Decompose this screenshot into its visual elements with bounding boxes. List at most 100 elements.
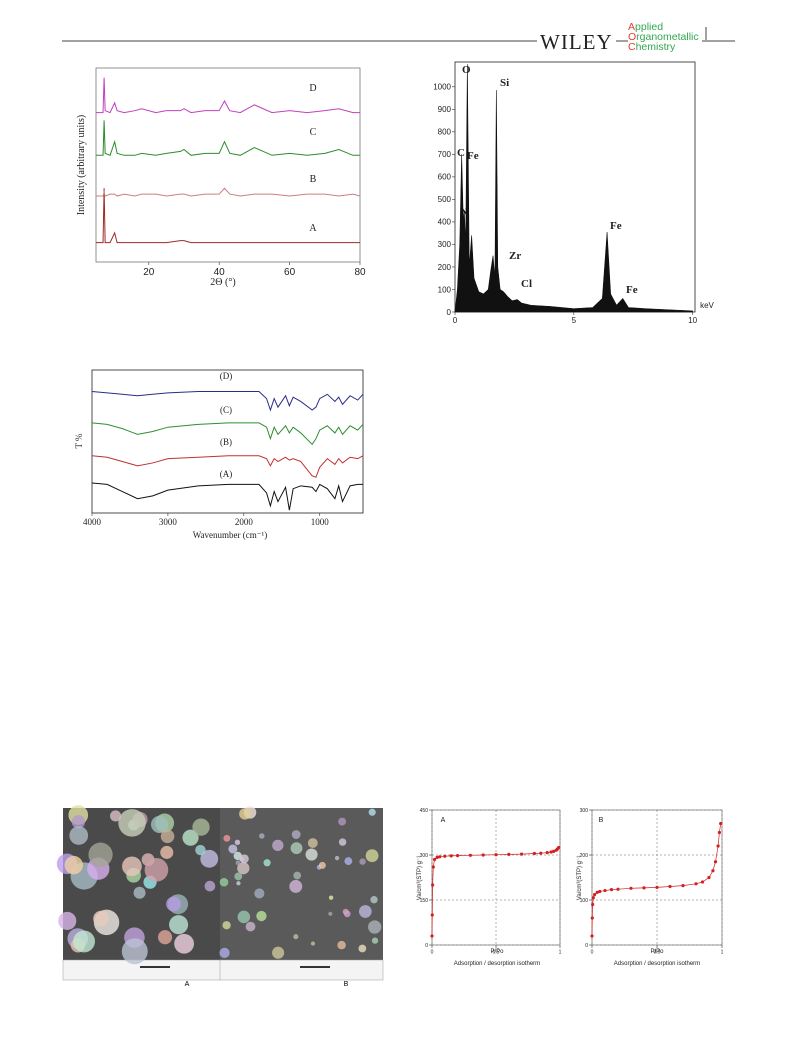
- data-point: [431, 865, 435, 869]
- sem-texture: [368, 808, 376, 816]
- sem-texture: [121, 938, 148, 965]
- peak-label: Fe: [610, 220, 622, 232]
- data-point: [590, 934, 594, 938]
- data-point: [668, 884, 672, 889]
- x-tick-label: 60: [284, 267, 296, 278]
- series-line: [96, 120, 360, 156]
- data-point: [603, 888, 607, 893]
- data-point: [468, 853, 472, 857]
- x-tick-label: 10: [688, 316, 697, 325]
- data-point: [591, 896, 595, 900]
- data-point: [700, 880, 705, 884]
- sem-texture: [222, 921, 231, 930]
- sem-texture: [245, 921, 256, 932]
- sem-texture: [236, 881, 241, 886]
- data-point: [595, 890, 599, 894]
- journal-logo: Applied Organometallic Chemistry: [628, 22, 702, 52]
- sem-texture: [58, 911, 77, 930]
- sem-texture: [293, 871, 302, 880]
- series-label: (B): [220, 437, 232, 447]
- sem-texture: [219, 947, 230, 959]
- sem-texture: [344, 857, 353, 866]
- y-tick-label: 0: [585, 943, 588, 949]
- data-point: [713, 860, 718, 864]
- sem-texture: [234, 839, 241, 845]
- series-line: [91, 455, 364, 478]
- sem-texture: [237, 910, 251, 924]
- journal-word: Chemistry: [628, 41, 676, 53]
- x-tick-label: 4000: [83, 517, 102, 527]
- data-point: [532, 851, 537, 856]
- data-point: [481, 853, 485, 857]
- y-tick-label: 900: [438, 105, 452, 114]
- panel-label: B: [599, 817, 604, 824]
- sem-texture: [254, 888, 265, 899]
- sem-texture: [370, 896, 378, 904]
- y-tick-label: 500: [438, 195, 452, 204]
- peak-label: Cl: [521, 278, 532, 290]
- x-tick-label: 0.5: [493, 950, 500, 956]
- sem-texture: [358, 905, 372, 918]
- sem-texture: [318, 861, 326, 869]
- data-point: [438, 855, 442, 859]
- series-label: C: [310, 127, 317, 138]
- x-tick-label: 40: [214, 267, 226, 278]
- data-point: [449, 854, 453, 858]
- x-axis-label: P/Po: [650, 949, 664, 955]
- sem-texture: [122, 856, 142, 877]
- sem-scale-bar: [140, 966, 170, 968]
- y-axis-label: T %: [74, 433, 84, 449]
- sem-texture: [235, 860, 241, 866]
- sem-texture: [69, 826, 89, 845]
- series-label: (C): [220, 405, 232, 415]
- data-point: [432, 857, 437, 862]
- series-label: (A): [220, 469, 233, 479]
- x-tick-label: 1000: [311, 517, 330, 527]
- series-line: [96, 187, 361, 197]
- sem-texture: [93, 910, 109, 927]
- sem-texture: [307, 838, 318, 848]
- y-tick-label: 200: [438, 263, 452, 272]
- data-point: [539, 851, 543, 855]
- sem-texture: [223, 834, 231, 842]
- series-line: [91, 390, 364, 412]
- data-point: [716, 844, 720, 848]
- data-point: [552, 849, 556, 854]
- series-line: [431, 847, 559, 937]
- x-axis-label: P/Po: [490, 949, 504, 955]
- y-tick-label: 600: [438, 173, 452, 182]
- sem-texture: [338, 817, 347, 826]
- data-point: [719, 821, 723, 826]
- sem-texture: [144, 858, 169, 882]
- sem-texture: [359, 858, 366, 865]
- sem-figure: A B: [56, 805, 384, 988]
- y-tick-label: 0: [425, 943, 428, 949]
- sem-texture: [263, 859, 271, 867]
- y-tick-label: 800: [438, 128, 452, 137]
- sem-texture: [219, 877, 229, 887]
- series-line: [96, 188, 360, 244]
- y-tick-label: 100: [438, 285, 452, 294]
- sem-texture: [150, 815, 169, 834]
- data-point: [711, 869, 715, 873]
- y-axis-label: Va/cm³(STP) g⁻¹: [417, 856, 423, 900]
- caption: Adsorption / desorption isotherm: [454, 961, 540, 967]
- data-point: [443, 854, 447, 858]
- sem-scale-bar: [300, 966, 330, 968]
- data-point: [507, 852, 511, 857]
- data-point: [707, 875, 711, 880]
- sem-texture: [239, 854, 249, 864]
- data-point: [629, 886, 633, 890]
- y-tick-label: 1000: [433, 83, 451, 92]
- sem-texture: [228, 844, 238, 854]
- sem-info-bar: [62, 959, 384, 981]
- sem-texture: [118, 809, 146, 837]
- sem-texture: [169, 915, 189, 935]
- journal-word: Organometallic: [628, 31, 699, 43]
- sem-texture: [237, 862, 250, 875]
- y-axis-label: Va/cm³(STP) g⁻¹: [577, 856, 583, 900]
- sem-texture: [259, 833, 265, 839]
- x-tick-label: 0: [431, 950, 434, 956]
- data-point: [609, 888, 614, 892]
